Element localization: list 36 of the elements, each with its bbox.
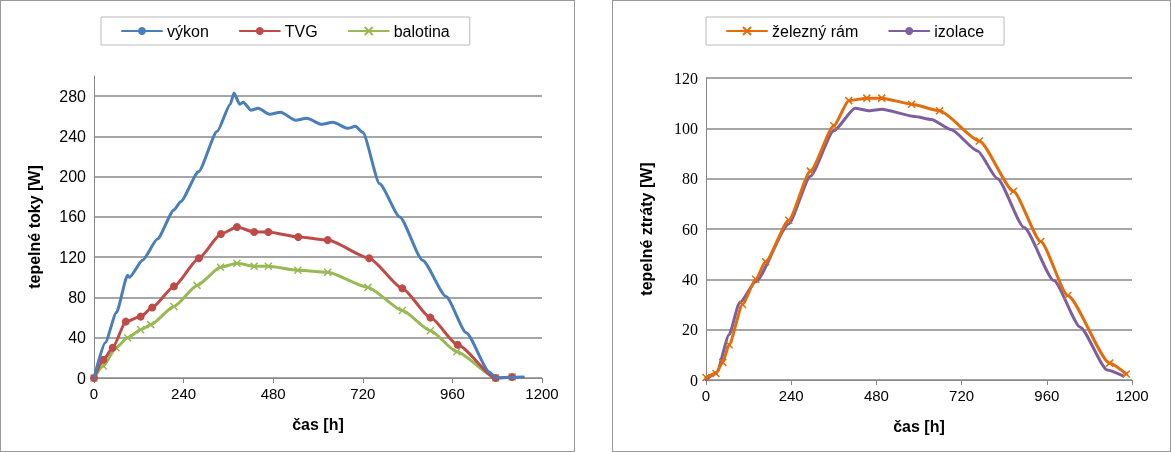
y-tick-label: 40	[682, 270, 698, 288]
x-tick-label: 720	[350, 385, 376, 402]
y-tick-label: 120	[674, 69, 698, 87]
legend-label: izolace	[934, 22, 985, 40]
x-axis-title: čas [h]	[292, 415, 344, 433]
x-tick-label: 1200	[525, 385, 559, 402]
x-tick-label: 720	[949, 387, 975, 404]
legend-label: TVG	[284, 22, 318, 40]
y-tick-label: 160	[59, 208, 87, 226]
x-tick-label: 0	[701, 387, 711, 404]
x-tick-label: 480	[260, 385, 286, 402]
legend-label: výkon	[167, 22, 209, 40]
y-tick-label: 280	[59, 87, 87, 105]
y-tick-label: 80	[68, 288, 87, 306]
y-tick-label: 240	[59, 127, 87, 145]
y-tick-label: 40	[68, 329, 87, 347]
y-tick-label: 80	[682, 170, 698, 188]
y-tick-label: 120	[59, 248, 87, 266]
y-axis-title: tepelné ztráty [W]	[637, 162, 655, 296]
x-axis-title: čas [h]	[893, 417, 945, 435]
x-tick-label: 240	[171, 385, 197, 402]
y-tick-label: 0	[690, 371, 698, 389]
y-tick-label: 60	[682, 220, 698, 238]
y-axis-title: tepelné toky [W]	[25, 165, 43, 289]
x-tick-label: 960	[439, 385, 465, 402]
x-tick-label: 1200	[1115, 387, 1149, 404]
x-tick-label: 240	[778, 387, 804, 404]
x-tick-label: 960	[1034, 387, 1060, 404]
x-tick-label: 0	[89, 385, 99, 402]
y-tick-label: 0	[77, 369, 87, 387]
y-tick-label: 200	[59, 168, 87, 186]
y-tick-label: 100	[674, 119, 698, 137]
x-tick-label: 480	[863, 387, 889, 404]
y-tick-label: 20	[682, 321, 698, 339]
legend-label: železný rám	[772, 22, 859, 40]
legend-label: balotina	[393, 22, 450, 40]
